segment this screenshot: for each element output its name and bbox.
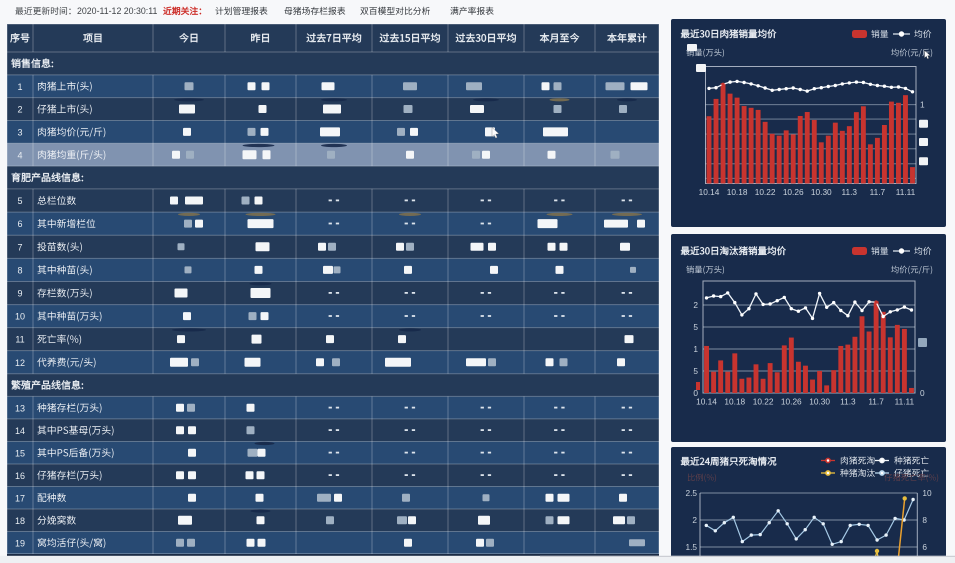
- svg-text:9: 9: [17, 289, 22, 299]
- svg-text:2: 2: [692, 515, 697, 525]
- svg-text:4: 4: [17, 150, 22, 160]
- svg-text:7: 7: [17, 242, 22, 252]
- svg-text:10.22: 10.22: [755, 187, 776, 197]
- svg-text:10: 10: [15, 312, 25, 322]
- svg-text:2.5: 2.5: [685, 488, 697, 498]
- svg-text:1: 1: [693, 344, 698, 354]
- svg-text:11.3: 11.3: [840, 397, 856, 407]
- svg-text:10.26: 10.26: [783, 187, 804, 197]
- svg-text:10.22: 10.22: [753, 397, 774, 407]
- svg-text:10.18: 10.18: [727, 187, 748, 197]
- svg-text:1.5: 1.5: [685, 542, 697, 552]
- svg-text:11.11: 11.11: [896, 187, 916, 197]
- svg-text:8: 8: [17, 266, 22, 276]
- svg-text:18: 18: [15, 516, 25, 526]
- svg-text:11.11: 11.11: [895, 397, 915, 407]
- svg-text:2: 2: [17, 105, 22, 115]
- svg-text:3: 3: [17, 128, 22, 138]
- svg-text:10.30: 10.30: [809, 397, 830, 407]
- svg-text:5: 5: [693, 366, 698, 376]
- svg-text:11: 11: [15, 335, 24, 345]
- svg-text:10.18: 10.18: [724, 397, 745, 407]
- svg-text:10: 10: [922, 488, 932, 498]
- svg-text:11.3: 11.3: [842, 187, 858, 197]
- svg-text:14: 14: [15, 426, 25, 436]
- svg-text:5: 5: [693, 322, 698, 332]
- svg-text:19: 19: [15, 538, 25, 548]
- svg-text:10.14: 10.14: [696, 397, 717, 407]
- svg-text:0: 0: [920, 388, 925, 398]
- svg-text:1: 1: [17, 82, 22, 92]
- svg-text:11.7: 11.7: [868, 397, 884, 407]
- svg-text:11.7: 11.7: [870, 187, 886, 197]
- svg-text:0: 0: [693, 388, 698, 398]
- svg-text:16: 16: [15, 471, 25, 481]
- svg-text:5: 5: [17, 196, 22, 206]
- svg-text:10.30: 10.30: [811, 187, 832, 197]
- svg-text:2: 2: [693, 300, 698, 310]
- svg-text:6: 6: [922, 542, 927, 552]
- svg-text:6: 6: [17, 219, 22, 229]
- svg-text:2020-11-12 20:30:11: 2020-11-12 20:30:11: [77, 6, 157, 16]
- svg-text:12: 12: [15, 358, 25, 368]
- svg-text:1: 1: [920, 100, 925, 110]
- svg-text:8: 8: [922, 515, 927, 525]
- svg-text:15: 15: [15, 448, 25, 458]
- svg-text:17: 17: [15, 493, 25, 503]
- svg-text:13: 13: [15, 403, 25, 413]
- svg-text:10.14: 10.14: [699, 187, 720, 197]
- svg-text:10.26: 10.26: [781, 397, 802, 407]
